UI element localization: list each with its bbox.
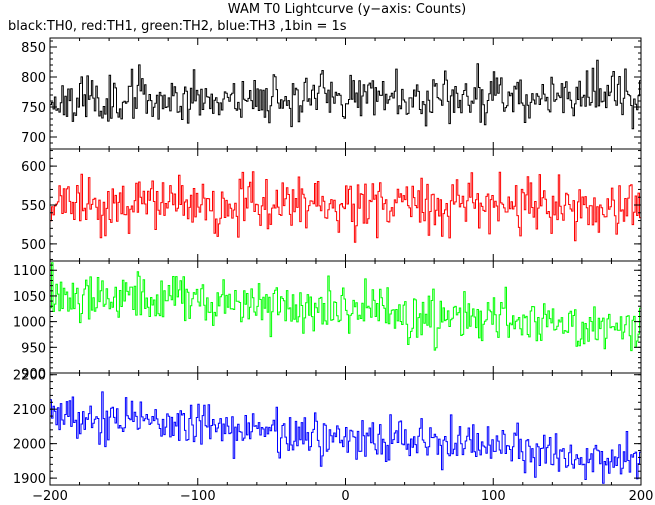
y-tick-label: 1050 [13, 290, 46, 305]
series-line-th0 [50, 59, 641, 130]
x-tick-label: 0 [341, 489, 349, 504]
y-tick-label: 750 [21, 101, 46, 116]
x-tick-label: 100 [481, 489, 506, 504]
y-tick-label: 2200 [13, 369, 46, 384]
y-tick-label: 1000 [13, 316, 46, 331]
panels-layer: 700 750 800 850 500 550 600 900 950 1000 1050 1100 1… [13, 37, 642, 487]
x-tick-label: 200 [629, 489, 654, 504]
y-tick-label: 550 [21, 199, 46, 214]
y-tick-label: 700 [21, 131, 46, 146]
y-tick-label: 1900 [13, 472, 46, 487]
y-tick-label: 600 [21, 160, 46, 175]
series-line-th2 [50, 262, 641, 352]
y-tick-label: 900 [21, 367, 46, 382]
panel-th3: 1900 2000 2100 2200 [13, 369, 642, 487]
y-tick-label: 1100 [13, 264, 46, 279]
y-tick-label: 850 [21, 41, 46, 56]
y-tick-label: 2000 [13, 438, 46, 453]
x-tick-label: −100 [180, 489, 216, 504]
panel-th1: 500 550 600 [21, 148, 642, 262]
chart-title: WAM T0 Lightcurve (y−axis: Counts) [228, 2, 466, 17]
series-line-th3 [50, 391, 641, 484]
y-tick-label: 800 [21, 71, 46, 86]
panel-frame [49, 37, 642, 150]
chart-subtitle: black:TH0, red:TH1, green:TH2, blue:TH3 … [8, 19, 347, 34]
y-tick-label: 2100 [13, 403, 46, 418]
x-axis: −200 −100 0 100 200 [32, 489, 653, 504]
y-tick-label: 950 [21, 341, 46, 356]
y-tick-label: 500 [21, 238, 46, 253]
series-line-th1 [50, 171, 641, 243]
x-tick-label: −200 [32, 489, 68, 504]
panel-th0: 700 750 800 850 [21, 37, 642, 150]
panel-th2: 900 950 1000 1050 1100 [13, 260, 642, 382]
